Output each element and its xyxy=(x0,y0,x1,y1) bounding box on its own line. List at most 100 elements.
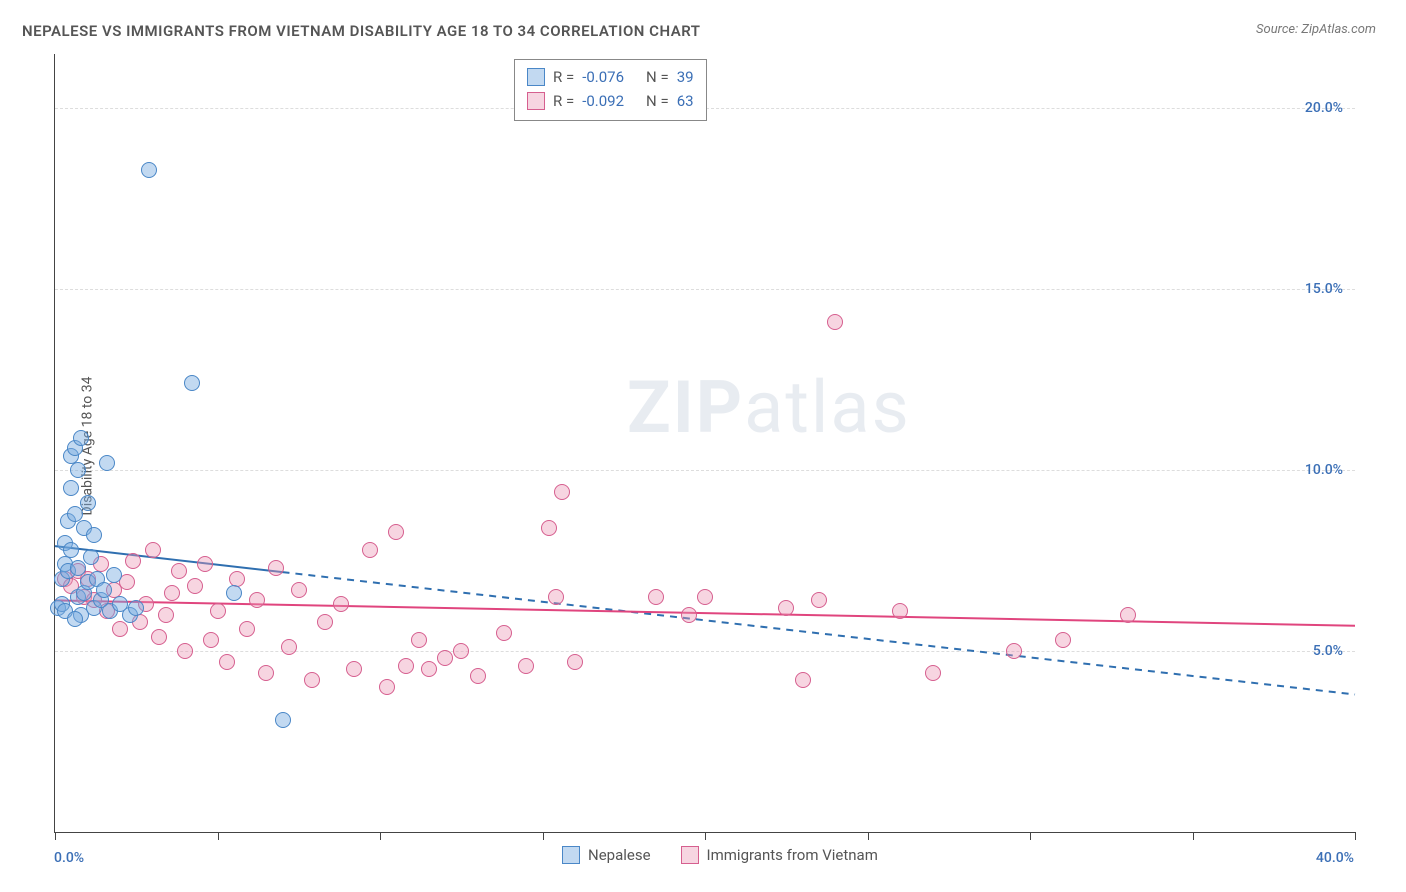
scatter-point-vietnam xyxy=(411,632,427,648)
scatter-point-vietnam xyxy=(268,560,284,576)
scatter-point-vietnam xyxy=(1055,632,1071,648)
x-tick xyxy=(380,832,381,840)
scatter-point-vietnam xyxy=(379,679,395,695)
scatter-point-vietnam xyxy=(567,654,583,670)
scatter-point-vietnam xyxy=(648,589,664,605)
x-tick xyxy=(705,832,706,840)
scatter-point-vietnam xyxy=(795,672,811,688)
scatter-point-vietnam xyxy=(437,650,453,666)
legend-swatch-nepalese xyxy=(562,846,580,864)
scatter-point-vietnam xyxy=(151,629,167,645)
scatter-point-vietnam xyxy=(548,589,564,605)
stats-row-vietnam: R = -0.092 N = 63 xyxy=(527,89,694,113)
scatter-point-vietnam xyxy=(171,563,187,579)
scatter-point-vietnam xyxy=(125,553,141,569)
scatter-point-vietnam xyxy=(541,520,557,536)
chart-title: NEPALESE VS IMMIGRANTS FROM VIETNAM DISA… xyxy=(22,22,701,40)
scatter-point-nepalese xyxy=(73,430,89,446)
scatter-point-nepalese xyxy=(86,527,102,543)
source-attribution: Source: ZipAtlas.com xyxy=(1256,22,1376,37)
scatter-point-nepalese xyxy=(184,375,200,391)
scatter-point-vietnam xyxy=(346,661,362,677)
scatter-point-vietnam xyxy=(925,665,941,681)
scatter-point-vietnam xyxy=(681,607,697,623)
trend-lines xyxy=(55,54,1355,832)
stats-text: R = xyxy=(553,65,574,89)
scatter-point-nepalese xyxy=(70,560,86,576)
scatter-point-vietnam xyxy=(697,589,713,605)
stats-text: N = xyxy=(632,65,669,89)
scatter-point-vietnam xyxy=(1120,607,1136,623)
scatter-point-nepalese xyxy=(275,712,291,728)
scatter-point-nepalese xyxy=(67,611,83,627)
stats-text: N = xyxy=(632,89,669,113)
scatter-point-vietnam xyxy=(304,672,320,688)
scatter-plot: ZIPatlas 5.0%10.0%15.0%20.0% xyxy=(54,54,1355,833)
x-tick xyxy=(1355,832,1356,840)
legend-label: Nepalese xyxy=(588,846,651,864)
scatter-point-vietnam xyxy=(811,592,827,608)
x-tick xyxy=(868,832,869,840)
x-tick xyxy=(218,832,219,840)
scatter-point-vietnam xyxy=(333,596,349,612)
legend-item-nepalese: Nepalese xyxy=(562,846,651,864)
scatter-point-nepalese xyxy=(128,600,144,616)
stats-text: 63 xyxy=(677,89,694,113)
scatter-point-nepalese xyxy=(96,582,112,598)
scatter-point-vietnam xyxy=(398,658,414,674)
scatter-point-vietnam xyxy=(453,643,469,659)
stats-text: 39 xyxy=(677,65,694,89)
trend-segment xyxy=(283,572,1356,694)
scatter-point-nepalese xyxy=(63,542,79,558)
scatter-point-vietnam xyxy=(317,614,333,630)
x-tick xyxy=(1193,832,1194,840)
scatter-point-vietnam xyxy=(470,668,486,684)
scatter-point-vietnam xyxy=(291,582,307,598)
scatter-point-vietnam xyxy=(518,658,534,674)
x-tick xyxy=(55,832,56,840)
series-legend: Nepalese Immigrants from Vietnam xyxy=(562,846,878,864)
legend-swatch-vietnam xyxy=(681,846,699,864)
legend-item-vietnam: Immigrants from Vietnam xyxy=(681,846,878,864)
scatter-point-vietnam xyxy=(145,542,161,558)
scatter-point-vietnam xyxy=(229,571,245,587)
stats-text: -0.092 xyxy=(582,89,624,113)
scatter-point-vietnam xyxy=(249,592,265,608)
x-tick-label: 40.0% xyxy=(1316,850,1354,866)
scatter-point-nepalese xyxy=(63,480,79,496)
scatter-point-nepalese xyxy=(83,549,99,565)
scatter-point-vietnam xyxy=(827,314,843,330)
scatter-point-vietnam xyxy=(388,524,404,540)
scatter-point-vietnam xyxy=(778,600,794,616)
correlation-legend: R = -0.076 N = 39 R = -0.092 N = 63 xyxy=(514,59,707,121)
stats-text: -0.076 xyxy=(582,65,624,89)
scatter-point-vietnam xyxy=(203,632,219,648)
scatter-point-vietnam xyxy=(164,585,180,601)
scatter-point-nepalese xyxy=(141,162,157,178)
scatter-point-vietnam xyxy=(281,639,297,655)
scatter-point-vietnam xyxy=(187,578,203,594)
scatter-point-vietnam xyxy=(258,665,274,681)
scatter-point-vietnam xyxy=(112,621,128,637)
scatter-point-nepalese xyxy=(80,495,96,511)
scatter-point-nepalese xyxy=(226,585,242,601)
legend-label: Immigrants from Vietnam xyxy=(707,846,878,864)
scatter-point-nepalese xyxy=(67,506,83,522)
x-tick xyxy=(1030,832,1031,840)
scatter-point-vietnam xyxy=(219,654,235,670)
x-tick xyxy=(543,832,544,840)
stats-row-nepalese: R = -0.076 N = 39 xyxy=(527,65,694,89)
scatter-point-vietnam xyxy=(362,542,378,558)
scatter-point-vietnam xyxy=(177,643,193,659)
scatter-point-vietnam xyxy=(496,625,512,641)
scatter-point-vietnam xyxy=(239,621,255,637)
scatter-point-vietnam xyxy=(554,484,570,500)
legend-swatch-vietnam xyxy=(527,92,545,110)
scatter-point-vietnam xyxy=(210,603,226,619)
scatter-point-vietnam xyxy=(197,556,213,572)
x-tick-label: 0.0% xyxy=(54,850,84,866)
scatter-point-vietnam xyxy=(421,661,437,677)
scatter-point-nepalese xyxy=(99,455,115,471)
stats-text: R = xyxy=(553,89,574,113)
scatter-point-nepalese xyxy=(106,567,122,583)
